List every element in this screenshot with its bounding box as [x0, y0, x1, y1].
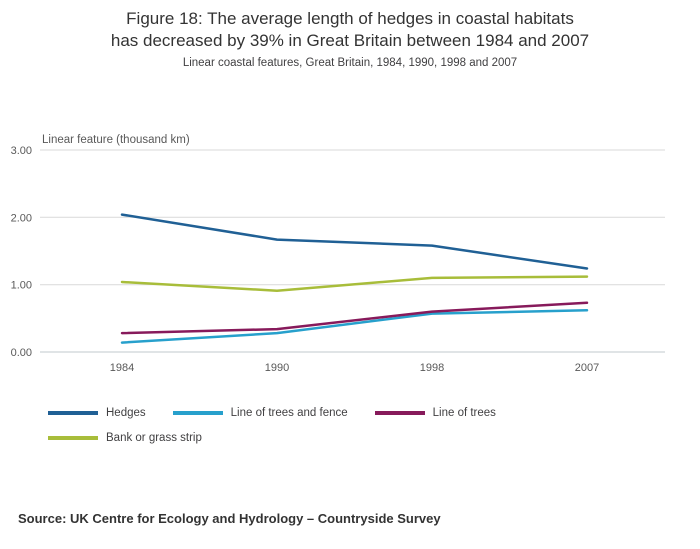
chart-title: Figure 18: The average length of hedges …: [110, 9, 590, 51]
legend-row: Bank or grass strip: [48, 432, 523, 444]
legend-swatch: [374, 411, 425, 415]
y-axis-unit-label: Linear feature (thousand km): [42, 134, 190, 146]
series-line-bank-or-grass-strip: [120, 275, 589, 292]
series-line-line-of-trees: [120, 301, 589, 335]
legend-swatch: [48, 411, 98, 415]
legend-label: Line of trees and fence: [230, 407, 348, 419]
legend-swatch: [48, 436, 98, 440]
y-tick-label: 2.00: [11, 212, 32, 224]
legend-item: Line of trees and fence: [172, 407, 348, 419]
chart-legend: Hedges Line of trees and fence Line of tre…: [48, 407, 523, 457]
chart-subtitle: Linear coastal features, Great Britain, …: [182, 57, 518, 69]
legend-row: Hedges Line of trees and fence Line of tre…: [48, 407, 523, 419]
legend-label: Bank or grass strip: [106, 432, 202, 444]
y-tick-label: 3.00: [11, 145, 32, 157]
y-tick-label: 1.00: [11, 280, 32, 292]
series-line-line-of-trees-and-fence: [120, 309, 589, 344]
source-text: Source: UK Centre for Ecology and Hydrol…: [18, 511, 441, 526]
legend-item: Bank or grass strip: [48, 432, 202, 444]
y-tick-label: 0.00: [11, 347, 32, 359]
series-line-hedges: [120, 213, 589, 270]
x-tick-label: 1984: [110, 362, 134, 374]
x-tick-label: 2007: [575, 362, 599, 374]
legend-swatch: [172, 411, 223, 415]
x-tick-label: 1998: [420, 362, 444, 374]
x-tick-label: 1990: [265, 362, 289, 374]
legend-item: Line of trees: [374, 407, 496, 419]
legend-item: Hedges: [48, 407, 146, 419]
legend-label: Hedges: [106, 407, 146, 419]
legend-label: Line of trees: [432, 407, 496, 419]
